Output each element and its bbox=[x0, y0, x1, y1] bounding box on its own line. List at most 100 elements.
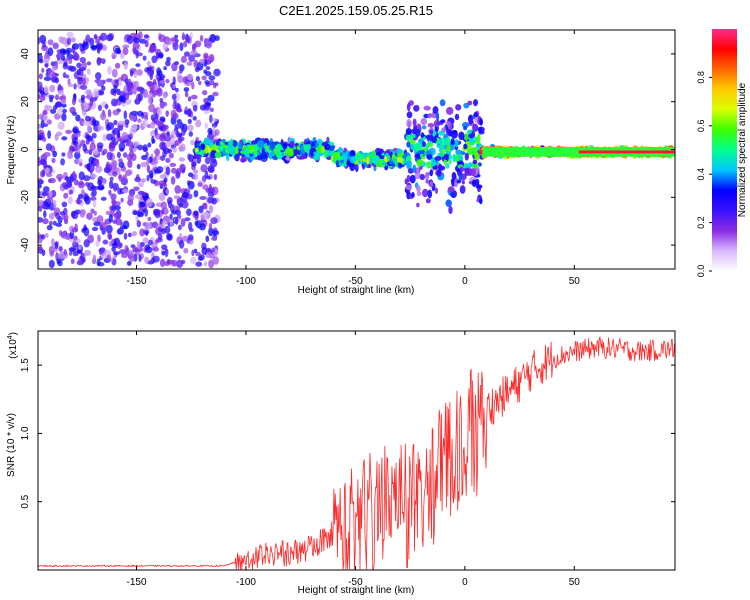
spectrogram-cell bbox=[108, 142, 114, 149]
spectrogram-cell bbox=[188, 221, 193, 231]
spectrogram-cell bbox=[416, 167, 420, 175]
spectrogram-cell bbox=[55, 212, 60, 220]
spectrogram-cell bbox=[85, 115, 91, 122]
spectrogram-cell bbox=[175, 216, 179, 225]
spectrogram-cell bbox=[213, 68, 221, 77]
spectrogram-cell bbox=[74, 132, 81, 138]
spectrogram-cell bbox=[86, 68, 91, 75]
spectrogram-cell bbox=[57, 89, 64, 96]
spectrogram-cell bbox=[190, 256, 197, 265]
spectrogram-cell bbox=[111, 52, 117, 59]
spectrogram-cell bbox=[83, 175, 91, 182]
spectrogram-cell bbox=[172, 41, 179, 51]
spectrogram-cell bbox=[138, 31, 143, 40]
spectrogram-cell bbox=[190, 50, 198, 56]
spectrogram-cell bbox=[66, 65, 73, 71]
spectrogram-cell bbox=[180, 218, 186, 227]
spectrogram-cell bbox=[168, 152, 174, 159]
spectrogram-cell bbox=[122, 220, 130, 230]
spectrogram-cell bbox=[209, 107, 214, 112]
spectrogram-cell bbox=[97, 57, 102, 63]
spectrogram-cell bbox=[195, 76, 200, 82]
spectrogram-cell bbox=[113, 84, 118, 94]
spectrogram-cell bbox=[116, 88, 121, 96]
spectrogram-cell bbox=[52, 150, 58, 158]
spectrogram-cell bbox=[179, 233, 183, 238]
spectrogram-x-ticks: -150 -100 -50 0 50 bbox=[126, 30, 580, 287]
spectrogram-cell bbox=[96, 142, 104, 149]
spectrogram-cell bbox=[122, 44, 130, 49]
spectrogram-cell bbox=[51, 238, 55, 247]
x-tick-label: -50 bbox=[348, 276, 363, 287]
spectrogram-cell bbox=[142, 146, 149, 153]
spectrogram-cell bbox=[205, 71, 212, 77]
spectrogram-cell bbox=[199, 223, 206, 231]
spectrogram-cell bbox=[277, 151, 283, 160]
spectrogram-cell bbox=[448, 159, 452, 165]
colorbar-tick-label: 0.8 bbox=[696, 71, 706, 84]
spectrogram-cell bbox=[165, 166, 171, 175]
spectrogram-cell bbox=[107, 66, 112, 75]
spectrogram-cell bbox=[416, 185, 421, 193]
spectrogram-cell bbox=[471, 179, 477, 187]
spectrogram-cell bbox=[289, 140, 295, 149]
spectrogram-cell bbox=[184, 91, 189, 98]
spectrogram-cell bbox=[234, 153, 240, 162]
spectrogram-cell bbox=[56, 53, 62, 60]
spectrogram-cell bbox=[139, 242, 145, 247]
spectrogram-cell bbox=[151, 55, 158, 64]
spectrogram-cell bbox=[150, 179, 157, 184]
spectrogram-cell bbox=[115, 62, 121, 69]
spectrogram-cell bbox=[116, 151, 121, 159]
spectrogram-cell bbox=[77, 245, 82, 250]
spectrogram-cell bbox=[97, 123, 102, 132]
spectrogram-cell bbox=[202, 90, 208, 96]
spectrogram-cell bbox=[46, 224, 53, 231]
spectrogram-cell bbox=[102, 133, 107, 142]
spectrogram-cell bbox=[446, 136, 451, 146]
spectrogram-cell bbox=[187, 96, 192, 102]
spectrogram-cell bbox=[407, 168, 414, 174]
spectrogram-cell bbox=[112, 171, 118, 177]
spectrogram-cell bbox=[116, 241, 122, 250]
spectrogram-cell bbox=[165, 78, 170, 84]
spectrogram-cell bbox=[43, 152, 51, 157]
spectrogram-cell bbox=[372, 155, 380, 165]
spectrogram-cell bbox=[149, 44, 157, 52]
spectrogram-cell bbox=[77, 76, 84, 85]
spectrogram-cell bbox=[110, 257, 114, 262]
spectrogram-cell bbox=[229, 138, 234, 147]
spectrogram-cell bbox=[323, 149, 329, 159]
spectrogram-cell bbox=[123, 232, 128, 240]
spectrogram-cell bbox=[327, 152, 333, 157]
spectrogram-cell bbox=[422, 188, 429, 198]
spectrogram-cell bbox=[136, 163, 141, 170]
spectrogram-cell bbox=[445, 163, 450, 169]
spectrogram-cell bbox=[165, 110, 169, 117]
spectrogram-cell bbox=[429, 130, 434, 135]
spectrogram-cell bbox=[65, 176, 69, 181]
spectrogram-cell bbox=[111, 98, 118, 107]
spectrogram-cell bbox=[419, 173, 425, 181]
spectrogram-cell bbox=[180, 143, 186, 152]
spectrogram-cell bbox=[55, 222, 62, 227]
spectrogram-cell bbox=[147, 93, 154, 100]
spectrogram-cell bbox=[197, 182, 203, 187]
spectrogram-cell bbox=[55, 94, 59, 101]
spectrogram-cell bbox=[142, 118, 148, 128]
spectrogram-cell bbox=[192, 116, 197, 121]
spectrogram-cell bbox=[204, 122, 209, 129]
spectrogram-cell bbox=[436, 112, 440, 121]
spectrogram-cell bbox=[95, 165, 103, 173]
spectrogram-cell bbox=[164, 225, 171, 234]
spectrogram-cell bbox=[201, 247, 208, 255]
spectrogram-cell bbox=[41, 191, 49, 196]
spectrogram-cell bbox=[426, 135, 434, 142]
spectrogram-cell bbox=[175, 131, 180, 138]
spectrogram-cell bbox=[73, 146, 78, 152]
spectrogram-cell bbox=[181, 128, 186, 136]
spectrogram-cell bbox=[119, 52, 125, 60]
snr-y-ticks: 0.5 1.0 1.5 bbox=[20, 358, 675, 509]
spectrogram-cell bbox=[97, 90, 105, 96]
spectrogram-cell bbox=[181, 259, 186, 265]
